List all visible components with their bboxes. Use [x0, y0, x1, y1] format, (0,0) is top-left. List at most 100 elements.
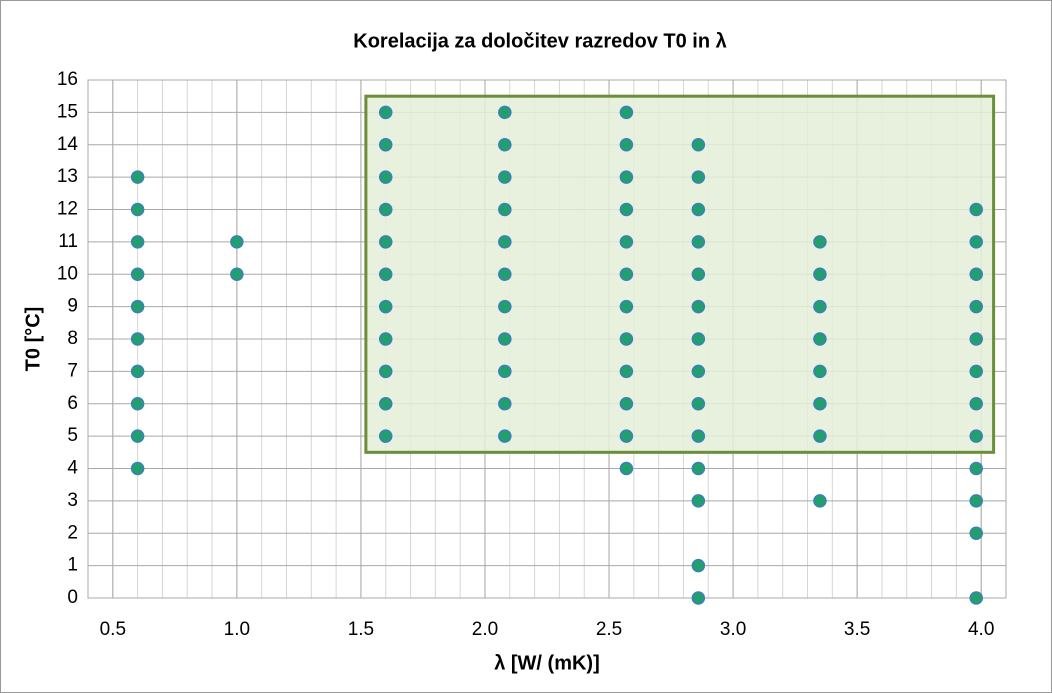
point	[378, 429, 393, 443]
point	[619, 397, 634, 411]
point	[378, 235, 393, 249]
point	[813, 364, 827, 379]
point	[498, 105, 512, 120]
point	[498, 299, 512, 314]
point	[691, 558, 706, 573]
y-tick-label: 13	[57, 166, 78, 187]
x-tick-label: 3.0	[720, 619, 746, 640]
y-tick-label: 4	[67, 458, 78, 479]
y-tick-label: 11	[58, 231, 78, 252]
point	[619, 429, 634, 443]
point	[691, 299, 706, 314]
point	[813, 267, 827, 281]
point	[969, 429, 983, 443]
point	[691, 235, 706, 249]
x-tick-label: 1.0	[224, 619, 250, 640]
point	[378, 332, 393, 346]
point	[813, 332, 827, 346]
x-tick-label: 1.5	[348, 619, 374, 640]
point	[691, 267, 706, 281]
point	[813, 299, 827, 314]
point	[619, 235, 634, 249]
point	[498, 202, 512, 217]
point	[691, 494, 706, 508]
point	[969, 299, 983, 314]
point	[378, 267, 393, 281]
region	[364, 94, 996, 454]
y-tick-label: 3	[67, 490, 78, 511]
y-tick-label: 9	[67, 296, 78, 317]
point	[130, 299, 145, 314]
point	[130, 429, 145, 443]
x-tick-label: 3.5	[844, 619, 870, 640]
point	[619, 461, 634, 476]
point	[378, 299, 393, 314]
y-tick-label: 14	[57, 134, 79, 155]
x-tick-label: 0.5	[100, 619, 126, 640]
point	[691, 202, 706, 217]
point	[498, 235, 512, 249]
point	[969, 526, 983, 540]
point	[130, 461, 145, 476]
point	[969, 202, 983, 217]
point	[498, 170, 512, 184]
y-tick-label: 6	[67, 393, 78, 414]
point	[378, 170, 393, 184]
point	[378, 397, 393, 411]
point	[813, 494, 827, 508]
point	[691, 332, 706, 346]
point	[619, 267, 634, 281]
point	[498, 429, 512, 443]
point	[498, 397, 512, 411]
point	[691, 364, 706, 379]
point	[378, 138, 393, 152]
point	[130, 332, 145, 346]
x-axis-label: λ [W/ (mK)]	[494, 652, 600, 674]
point	[378, 105, 393, 120]
point	[969, 397, 983, 411]
point	[378, 202, 393, 217]
point	[130, 364, 145, 379]
point	[813, 429, 827, 443]
y-axis-label: T0 [°C]	[22, 307, 44, 372]
plot-frame	[87, 79, 1007, 599]
point	[619, 138, 634, 152]
point	[130, 170, 145, 184]
chart-title: Korelacija za določitev razredov T0 in λ	[353, 30, 726, 52]
point	[969, 235, 983, 249]
point	[619, 299, 634, 314]
y-tick-label: 10	[57, 263, 78, 284]
point	[498, 138, 512, 152]
x-tick-label: 2.5	[596, 619, 622, 640]
x-tick-label: 4.0	[968, 619, 994, 640]
y-tick-label: 1	[67, 555, 78, 576]
point	[691, 138, 706, 152]
point	[130, 235, 145, 249]
point	[969, 267, 983, 281]
y-tick-label: 15	[57, 101, 78, 122]
point	[969, 494, 983, 508]
y-tick-label: 2	[67, 522, 78, 543]
point	[813, 235, 827, 249]
point	[691, 429, 706, 443]
point	[498, 267, 512, 281]
point	[813, 397, 827, 411]
point	[619, 105, 634, 120]
x-tick-label: 2.0	[472, 619, 498, 640]
y-tick-label: 0	[67, 587, 78, 608]
point	[691, 591, 706, 605]
point	[969, 591, 983, 605]
point	[969, 364, 983, 379]
point	[378, 364, 393, 379]
point	[130, 202, 145, 217]
y-tick-label: 12	[57, 199, 78, 220]
point	[691, 397, 706, 411]
point	[619, 202, 634, 217]
point	[619, 364, 634, 379]
point	[691, 461, 706, 476]
y-tick-label: 7	[67, 360, 78, 381]
point	[969, 461, 983, 476]
point	[230, 235, 244, 249]
y-tick-label: 5	[67, 425, 78, 446]
